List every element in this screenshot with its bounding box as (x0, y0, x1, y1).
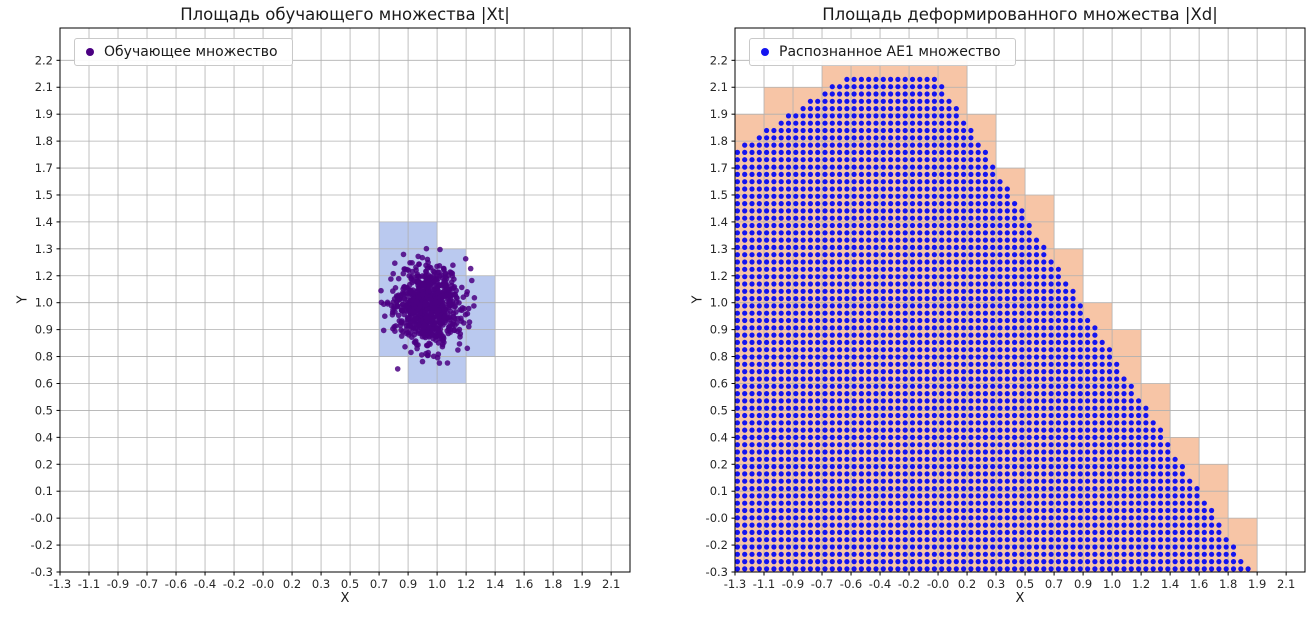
left-chart-title: Площадь обучающего множества |Xt| (180, 5, 510, 24)
svg-text:-0.0: -0.0 (31, 511, 53, 525)
svg-text:1.8: 1.8 (544, 577, 562, 591)
svg-text:-0.0: -0.0 (706, 511, 728, 525)
svg-text:2.2: 2.2 (710, 53, 728, 67)
svg-text:0.5: 0.5 (1016, 577, 1034, 591)
svg-text:-0.2: -0.2 (706, 538, 728, 552)
svg-text:2.2: 2.2 (35, 53, 53, 67)
svg-text:-0.6: -0.6 (840, 577, 862, 591)
training-set-marker-icon (86, 48, 94, 56)
right-legend-label: Распознанное AE1 множество (779, 44, 1001, 60)
svg-text:1.8: 1.8 (35, 134, 53, 148)
svg-text:0.4: 0.4 (35, 430, 53, 444)
svg-text:-0.0: -0.0 (927, 577, 949, 591)
svg-text:-1.1: -1.1 (78, 577, 100, 591)
svg-text:-1.1: -1.1 (753, 577, 775, 591)
svg-text:1.4: 1.4 (1161, 577, 1179, 591)
svg-text:0.8: 0.8 (710, 350, 728, 364)
svg-text:1.2: 1.2 (1132, 577, 1150, 591)
svg-text:1.9: 1.9 (35, 107, 53, 121)
svg-text:1.9: 1.9 (710, 107, 728, 121)
svg-text:0.9: 0.9 (1074, 577, 1092, 591)
svg-text:-0.7: -0.7 (811, 577, 833, 591)
right-chart-title: Площадь деформированного множества |Xd| (822, 5, 1218, 24)
svg-text:-0.3: -0.3 (31, 565, 53, 579)
right-y-axis-label: Y (690, 295, 706, 304)
svg-text:0.2: 0.2 (35, 457, 53, 471)
svg-text:0.9: 0.9 (710, 323, 728, 337)
right-legend: Распознанное AE1 множество (749, 38, 1016, 66)
left-legend: Обучающее множество (74, 38, 293, 66)
left-y-axis-label: Y (15, 295, 31, 304)
svg-text:0.3: 0.3 (312, 577, 330, 591)
svg-text:0.2: 0.2 (958, 577, 976, 591)
svg-text:1.8: 1.8 (710, 134, 728, 148)
svg-text:-0.6: -0.6 (165, 577, 187, 591)
svg-text:1.5: 1.5 (35, 188, 53, 202)
svg-text:1.4: 1.4 (35, 215, 53, 229)
svg-text:1.0: 1.0 (1103, 577, 1121, 591)
svg-text:0.5: 0.5 (35, 403, 53, 417)
svg-text:0.6: 0.6 (35, 376, 53, 390)
svg-text:0.2: 0.2 (283, 577, 301, 591)
svg-text:1.2: 1.2 (35, 269, 53, 283)
svg-text:2.1: 2.1 (710, 80, 728, 94)
svg-text:-0.4: -0.4 (869, 577, 891, 591)
right-x-axis-label: X (1015, 591, 1025, 606)
svg-text:1.0: 1.0 (710, 296, 728, 310)
svg-text:2.1: 2.1 (602, 577, 620, 591)
svg-text:-0.0: -0.0 (252, 577, 274, 591)
svg-text:2.1: 2.1 (1277, 577, 1295, 591)
svg-text:1.6: 1.6 (1190, 577, 1208, 591)
svg-text:1.4: 1.4 (486, 577, 504, 591)
svg-text:1.2: 1.2 (710, 269, 728, 283)
svg-text:1.0: 1.0 (428, 577, 446, 591)
svg-text:1.7: 1.7 (35, 161, 53, 175)
svg-text:0.4: 0.4 (710, 430, 728, 444)
svg-text:1.3: 1.3 (35, 242, 53, 256)
svg-text:-0.9: -0.9 (107, 577, 129, 591)
svg-text:-0.2: -0.2 (223, 577, 245, 591)
svg-text:0.5: 0.5 (341, 577, 359, 591)
svg-text:-1.3: -1.3 (49, 577, 71, 591)
svg-text:1.4: 1.4 (710, 215, 728, 229)
svg-text:1.7: 1.7 (710, 161, 728, 175)
left-legend-label: Обучающее множество (104, 44, 278, 60)
svg-text:0.2: 0.2 (710, 457, 728, 471)
svg-text:0.7: 0.7 (1045, 577, 1063, 591)
svg-text:1.6: 1.6 (515, 577, 533, 591)
svg-text:-1.3: -1.3 (724, 577, 746, 591)
svg-text:1.3: 1.3 (710, 242, 728, 256)
svg-text:-0.3: -0.3 (706, 565, 728, 579)
svg-text:0.5: 0.5 (710, 403, 728, 417)
svg-text:1.5: 1.5 (710, 188, 728, 202)
svg-text:0.8: 0.8 (35, 350, 53, 364)
svg-text:0.1: 0.1 (710, 484, 728, 498)
svg-text:1.9: 1.9 (573, 577, 591, 591)
svg-text:0.6: 0.6 (710, 376, 728, 390)
svg-text:0.3: 0.3 (987, 577, 1005, 591)
svg-text:1.8: 1.8 (1219, 577, 1237, 591)
svg-text:-0.7: -0.7 (136, 577, 158, 591)
svg-text:1.9: 1.9 (1248, 577, 1266, 591)
svg-text:0.9: 0.9 (399, 577, 417, 591)
recognized-set-marker-icon (761, 48, 769, 56)
svg-text:-0.2: -0.2 (31, 538, 53, 552)
svg-text:0.7: 0.7 (370, 577, 388, 591)
svg-text:-0.2: -0.2 (898, 577, 920, 591)
svg-text:1.0: 1.0 (35, 296, 53, 310)
svg-text:1.2: 1.2 (457, 577, 475, 591)
svg-text:-0.4: -0.4 (194, 577, 216, 591)
svg-text:0.9: 0.9 (35, 323, 53, 337)
left-x-axis-label: X (340, 591, 350, 606)
svg-text:2.1: 2.1 (35, 80, 53, 94)
svg-text:-0.9: -0.9 (782, 577, 804, 591)
svg-text:0.1: 0.1 (35, 484, 53, 498)
